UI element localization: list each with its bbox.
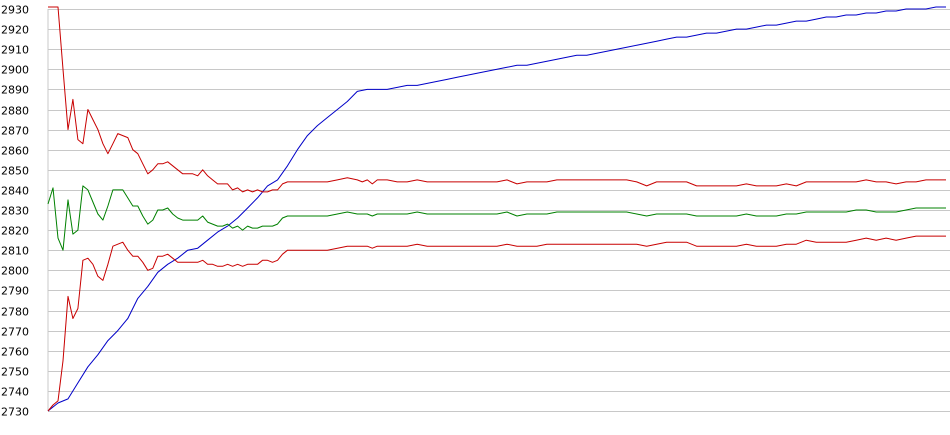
y-tick-label: 2730 <box>1 406 29 419</box>
y-axis-tick-labels: 2930 2920 2910 2900 2890 2880 2870 2860 2850 2840… <box>1 4 29 419</box>
y-tick-label: 2830 <box>1 205 29 218</box>
y-tick-label: 2740 <box>1 386 29 399</box>
y-tick-label: 2890 <box>1 84 29 97</box>
y-tick-label: 2930 <box>1 4 29 17</box>
y-tick-label: 2810 <box>1 245 29 258</box>
y-tick-label: 2820 <box>1 225 29 238</box>
y-tick-label: 2860 <box>1 145 29 158</box>
y-tick-label: 2850 <box>1 165 29 178</box>
y-tick-label: 2920 <box>1 24 29 37</box>
series-line-1 <box>47 6 946 412</box>
gridlines <box>47 9 950 412</box>
y-tick-label: 2910 <box>1 44 29 57</box>
series-line-3 <box>47 185 946 251</box>
y-tick-label: 2790 <box>1 285 29 298</box>
series-line-4 <box>47 235 946 412</box>
y-tick-label: 2840 <box>1 185 29 198</box>
y-tick-label: 2880 <box>1 105 29 118</box>
series-line-2 <box>48 6 946 193</box>
y-tick-label: 2760 <box>1 346 29 359</box>
y-tick-label: 2780 <box>1 306 29 319</box>
y-tick-label: 2770 <box>1 326 29 339</box>
series-lines <box>47 6 946 412</box>
y-tick-label: 2750 <box>1 366 29 379</box>
y-tick-label: 2800 <box>1 265 29 278</box>
y-tick-label: 2870 <box>1 125 29 138</box>
y-tick-label: 2900 <box>1 64 29 77</box>
